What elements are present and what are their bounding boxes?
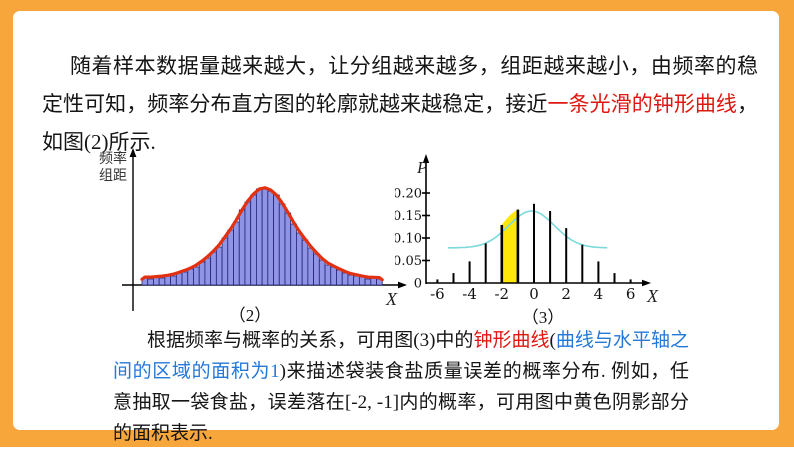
fig2-histogram-bar — [364, 278, 372, 286]
fig2-histogram-bar — [278, 203, 286, 286]
fig2-histogram-bar — [158, 277, 166, 286]
fig3-bell-curve — [447, 210, 608, 249]
fig2-histogram-bar — [233, 221, 240, 286]
fig2-histogram-bar — [290, 223, 297, 286]
fig2-x-axis-arrow — [398, 281, 407, 289]
fig3-y-tick-label: 0 — [414, 277, 422, 292]
fig2-histogram-bar — [204, 257, 212, 286]
fig3-x-tick-label: -4 — [462, 285, 477, 303]
fig2-ylabel-denominator: 组距 — [99, 169, 127, 184]
fig2-histogram-bar — [175, 272, 183, 286]
fig2-histogram-bar — [273, 194, 280, 286]
slide-content-area: 随着样本数据量越来越大，让分组越来越多，组距越来越小，由频率的稳定性可知，频率分… — [13, 11, 779, 444]
fig2-histogram-bar — [261, 187, 269, 286]
fig2-histogram-bar — [198, 261, 206, 286]
text-segment-black: ( — [549, 330, 556, 351]
fig2-histogram-bar — [324, 264, 332, 286]
fig2-histogram-bar — [210, 251, 217, 286]
figure-3-probability-chart: 0 0.05 0.10 0.15 0.20 -6 -4 -2 0 2 4 6 P X （3） — [395, 150, 675, 345]
fig2-histogram-bar — [255, 188, 263, 286]
fig2-histogram-bar — [215, 246, 223, 286]
fig3-y-tick-label: 0.20 — [395, 187, 422, 202]
text-segment-black: )来描述袋装食盐质量误差的概率分布. 例如，任意抽取一袋食盐，误差落在[-2, … — [113, 361, 689, 444]
fig3-x-axis-label: X — [647, 286, 658, 306]
fig2-histogram-bar — [238, 209, 246, 286]
fig3-y-axis-label: P — [417, 158, 428, 177]
fig2-histogram-bar — [347, 274, 355, 286]
fig2-histogram-bar — [193, 266, 200, 286]
fig2-x-axis-label: X — [386, 289, 397, 309]
fig2-histogram-bar — [296, 232, 303, 286]
fig2-histogram-bar — [170, 275, 177, 286]
fig2-histogram-bar — [181, 271, 189, 286]
fig2-y-axis-label: 频率 组距 — [95, 151, 131, 185]
fig3-x-tick-label: 4 — [594, 285, 604, 303]
fig2-histogram-bar — [330, 266, 337, 286]
fig2-histogram-bar — [301, 239, 309, 286]
fig2-histogram-bar — [187, 268, 194, 286]
fig3-y-axis-arrow — [422, 154, 430, 163]
fig3-yellow-shaded-region — [501, 209, 518, 283]
fig3-x-tick-label: 0 — [529, 285, 539, 303]
frequency-histogram-chart — [122, 148, 407, 311]
fig2-histogram-bar — [250, 194, 257, 286]
explanation-paragraph: 根据频率与概率的关系，可用图(3)中的钟形曲线(曲线与水平轴之间的区域的面积为1… — [113, 325, 689, 449]
fig2-histogram-bar — [358, 276, 366, 286]
fig2-y-axis-arrow — [129, 148, 137, 157]
fig3-x-tick-label: -6 — [430, 285, 445, 303]
fig2-histogram-bar — [284, 212, 292, 286]
figure-2-frequency-histogram: 频率 组距 X （2） — [85, 145, 415, 337]
fig3-y-tick-label: 0.15 — [395, 209, 422, 224]
fig3-y-tick-label: 0.10 — [395, 232, 422, 247]
probability-bar-chart: 0 0.05 0.10 0.15 0.20 -6 -4 -2 0 2 4 6 — [395, 154, 651, 303]
fig2-histogram-bar — [221, 237, 229, 286]
text-segment-black: 根据频率与概率的关系，可用图(3)中的 — [147, 330, 474, 351]
fig2-histogram-bar — [313, 253, 320, 286]
fig2-histogram-bar — [318, 259, 326, 286]
fig2-histogram-bar — [164, 275, 171, 286]
fig2-histogram-bar — [227, 229, 234, 286]
fig3-caption: （3） — [521, 308, 565, 327]
fig2-histogram-bar — [307, 247, 315, 286]
text-segment-black: ，如图(2)所示. — [42, 92, 758, 154]
fig2-histogram-bar — [267, 190, 274, 286]
intro-paragraph: 随着样本数据量越来越大，让分组越来越多，组距越来越小，由频率的稳定性可知，频率分… — [42, 47, 758, 161]
fig2-ylabel-numerator: 频率 — [99, 152, 127, 167]
text-segment-red: 钟形曲线 — [473, 330, 550, 351]
fig2-histogram-bar — [147, 278, 154, 286]
fig3-x-tick-label: 2 — [561, 285, 571, 303]
fig2-histogram-bar — [370, 277, 377, 286]
text-segment-red: 一条光滑的钟形曲线 — [547, 92, 737, 116]
fig3-x-axis-arrow — [642, 279, 651, 287]
text-segment-blue: 曲线与水平轴之间的区域的面积为1 — [113, 330, 689, 382]
fig2-histogram-bar — [244, 201, 252, 286]
fig2-histogram-bar — [336, 269, 343, 286]
text-segment-black: 随着样本数据量越来越大，让分组越来越多，组距越来越小，由频率的稳定性可知，频率分… — [42, 54, 758, 116]
fig3-x-tick-label: -2 — [494, 285, 509, 303]
fig3-y-tick-label: 0.05 — [395, 254, 422, 269]
fig3-x-tick-label: 6 — [626, 285, 636, 303]
fig2-histogram-bar — [341, 272, 349, 286]
fig2-histogram-bar — [353, 275, 360, 286]
fig2-caption: （2） — [228, 306, 272, 325]
fig2-bell-curve — [140, 186, 384, 282]
